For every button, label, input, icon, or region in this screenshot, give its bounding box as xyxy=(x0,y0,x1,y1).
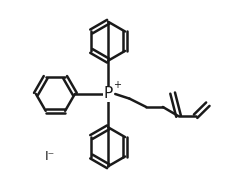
Text: +: + xyxy=(113,80,121,89)
Text: P: P xyxy=(104,86,113,102)
Text: I⁻: I⁻ xyxy=(45,150,55,164)
